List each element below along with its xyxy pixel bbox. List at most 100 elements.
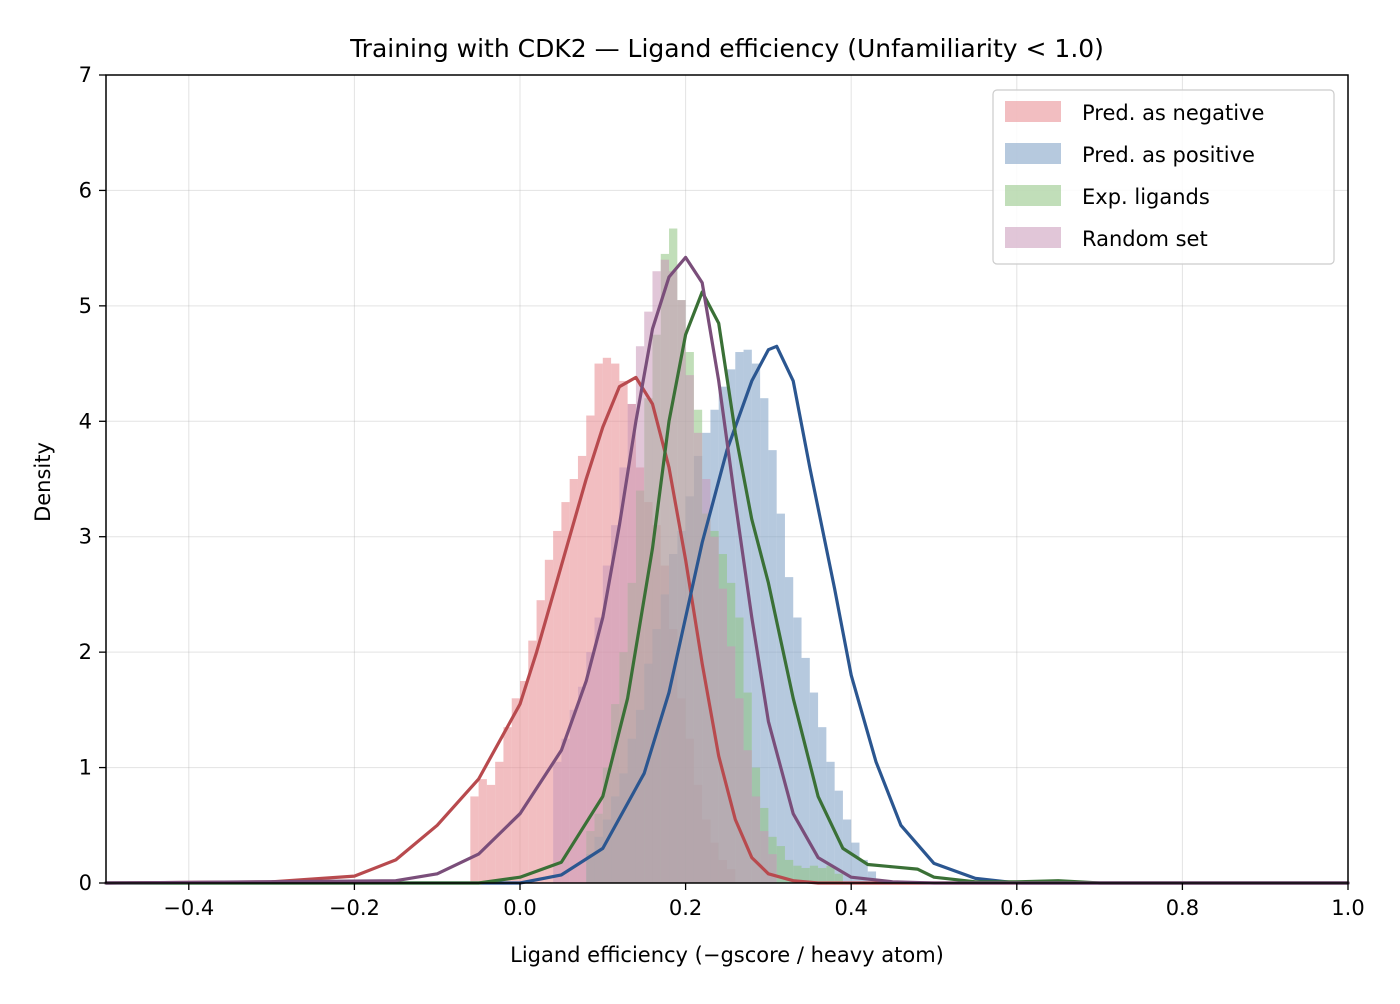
histogram-bar (652, 271, 661, 883)
histogram-bar (619, 467, 628, 883)
histogram-bar (586, 415, 595, 883)
histogram-bar (693, 432, 703, 883)
x-tick-label: −0.4 (163, 896, 214, 920)
y-tick-label: 4 (79, 409, 92, 433)
histogram-bar (561, 502, 570, 883)
histogram-bar (760, 398, 769, 883)
histogram-bar (561, 738, 570, 883)
y-tick-label: 3 (79, 525, 92, 549)
histogram-bar (751, 796, 761, 883)
histogram-bar (793, 865, 802, 883)
histogram-bar (735, 698, 744, 883)
legend: Pred. as negative Pred. as positive Exp. l… (992, 89, 1335, 265)
histogram-bar (768, 450, 777, 883)
histogram-bar (553, 761, 562, 883)
histogram-bar (536, 600, 545, 883)
histogram-bar (470, 796, 479, 883)
legend-label: Exp. ligands (1082, 185, 1210, 209)
y-axis-label: Density (31, 442, 55, 522)
histogram-bar (727, 646, 736, 883)
histogram-bar (793, 617, 802, 883)
histogram-bar (776, 846, 785, 883)
histogram-bar (569, 479, 578, 883)
histogram-bar (834, 873, 843, 883)
histogram-bar (577, 455, 587, 883)
plot-frame (105, 74, 1349, 884)
histogram-bar (503, 727, 512, 883)
histogram-bar (577, 686, 587, 883)
legend-swatch (1005, 143, 1061, 164)
histogram-bar (594, 617, 603, 883)
histogram-bar (520, 681, 529, 883)
histogram-bar (511, 698, 520, 883)
x-tick-label: −0.2 (329, 896, 380, 920)
histogram-bar (611, 525, 620, 883)
histogram-bar (784, 859, 794, 883)
y-tick-label: 2 (79, 640, 92, 664)
histogram-bar (528, 640, 537, 883)
y-tick-label: 1 (79, 756, 92, 780)
histogram-bar (644, 311, 653, 884)
histogram-bar (751, 363, 761, 884)
histogram-bar (553, 530, 562, 883)
x-tick-label: 1.0 (1331, 896, 1364, 920)
x-tick-label: 0.6 (1000, 896, 1033, 920)
histogram-bar (784, 577, 794, 883)
histogram-bar (544, 559, 554, 883)
histogram-bar (710, 536, 719, 883)
legend-label: Pred. as positive (1082, 143, 1255, 167)
legend-box (992, 89, 1335, 265)
histogram-bar (677, 300, 686, 884)
histogram-bar (851, 842, 860, 883)
x-tick-label: 0.4 (834, 896, 867, 920)
histogram-bar (586, 652, 595, 883)
histogram-bar (867, 871, 877, 883)
histogram-bar (602, 565, 612, 883)
histogram-bar (818, 867, 827, 883)
kde-curve-series-2 (104, 290, 1350, 885)
x-axis-ticks: −0.4 −0.2 0.0 0.2 0.4 0.6 0.8 1.0 (163, 883, 1365, 920)
kde-curve-series-0 (104, 375, 1350, 885)
legend-swatch (1005, 227, 1061, 248)
histogram-bar (826, 865, 835, 883)
histogram-bar (743, 750, 752, 883)
histogram-bar (569, 709, 578, 883)
histogram-bar (495, 761, 504, 883)
histogram-bar (478, 779, 487, 883)
legend-label: Random set (1082, 227, 1208, 251)
x-tick-label: 0.2 (669, 896, 702, 920)
histogram-bar (801, 657, 810, 883)
histogram-bar (660, 259, 670, 884)
x-tick-label: 0.8 (1166, 896, 1199, 920)
x-axis-label: Ligand efficiency (−gscore / heavy atom) (510, 943, 944, 967)
histogram-bar (486, 784, 496, 883)
x-tick-label: 0.0 (503, 896, 536, 920)
histogram-bar (685, 375, 694, 883)
histogram-bar (760, 831, 769, 883)
legend-swatch (1005, 185, 1061, 206)
histogram-bar (768, 854, 777, 883)
histogram-bar (669, 271, 678, 883)
histogram-bar (809, 692, 819, 883)
kde-curve-series-1 (104, 344, 1350, 885)
y-tick-label: 0 (79, 871, 92, 895)
kde-curve-series-3 (104, 255, 1350, 885)
histogram-bar (801, 867, 810, 883)
legend-swatch (1005, 101, 1061, 122)
y-axis-ticks: 0 1 2 3 4 5 6 7 (79, 63, 106, 895)
kde-curves (104, 255, 1350, 885)
histograms (470, 228, 877, 884)
histogram-bar (776, 513, 785, 883)
histogram-bar (743, 349, 752, 884)
chart-title: Training with CDK2 — Ligand efficiency (… (349, 34, 1104, 63)
y-tick-label: 6 (79, 178, 92, 202)
histogram-bar (718, 588, 727, 883)
y-tick-label: 5 (79, 294, 92, 318)
y-tick-label: 7 (79, 63, 92, 87)
histogram-bar (859, 859, 868, 883)
legend-label: Pred. as negative (1082, 101, 1264, 125)
histogram-bar (627, 403, 636, 883)
histogram-bar (809, 865, 819, 883)
